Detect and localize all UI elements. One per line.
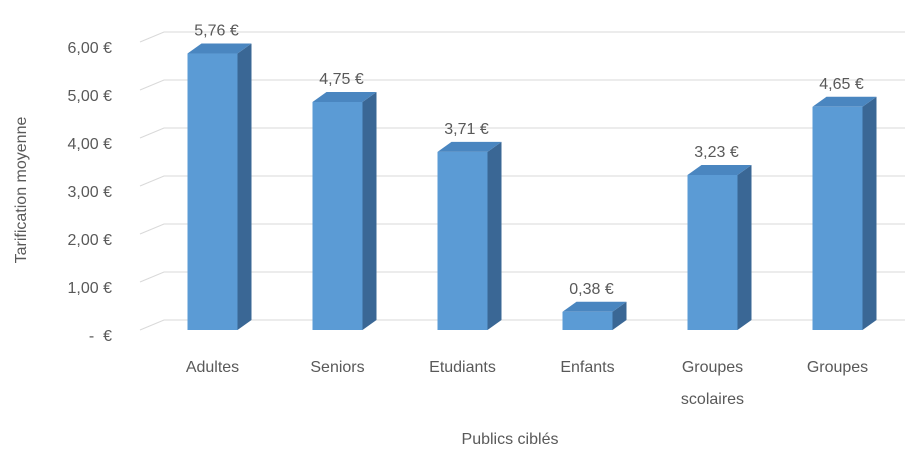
y-tick-label: 2,00 € [68, 232, 113, 249]
data-label: 4,75 € [319, 71, 364, 88]
bar-top [437, 141, 502, 152]
x-tick-label: Groupes [806, 359, 869, 376]
bar-side [737, 164, 752, 330]
grid-line [139, 31, 905, 43]
grid-line [139, 319, 905, 331]
data-label: 0,38 € [569, 281, 614, 298]
bar-side [862, 96, 877, 330]
grid-line [139, 79, 905, 91]
grid-line [139, 271, 905, 283]
x-tick-label: Adultes [185, 359, 240, 376]
bar [187, 53, 238, 331]
bar-top [687, 164, 752, 175]
bar-side [612, 301, 627, 330]
bar [687, 174, 738, 330]
x-tick-label: Etudiants [429, 359, 496, 376]
y-tick-label: 5,00 € [68, 88, 113, 105]
y-tick-label: - € [89, 328, 112, 345]
bar-top [562, 301, 627, 312]
y-tick-label: 1,00 € [68, 280, 113, 297]
bar [562, 311, 613, 330]
grid-line [139, 127, 905, 139]
y-axis-label: Tarification moyenne [13, 117, 30, 264]
bar-side [237, 43, 252, 331]
bar-side [362, 92, 377, 330]
y-tick-label: 6,00 € [68, 40, 113, 57]
grid-line [139, 175, 905, 187]
bar-side [487, 141, 502, 330]
bar [312, 102, 363, 330]
bar-top [187, 43, 252, 54]
x-axis-label: Publics ciblés [462, 431, 559, 448]
bar-top [312, 92, 377, 102]
data-label: 3,71 € [444, 121, 489, 138]
data-label: 5,76 € [194, 23, 239, 40]
bar [437, 151, 488, 330]
y-tick-label: 3,00 € [68, 184, 113, 201]
x-tick-label: Seniors [310, 359, 365, 376]
data-label: 4,65 € [819, 76, 864, 93]
bar-top [812, 96, 877, 107]
data-label: 3,23 € [694, 144, 739, 161]
x-tick-label: Groupes scolaires [680, 359, 745, 408]
y-tick-label: 4,00 € [68, 136, 113, 153]
bar [812, 106, 863, 330]
x-tick-label: Enfants [560, 359, 615, 376]
grid-line [139, 223, 905, 235]
